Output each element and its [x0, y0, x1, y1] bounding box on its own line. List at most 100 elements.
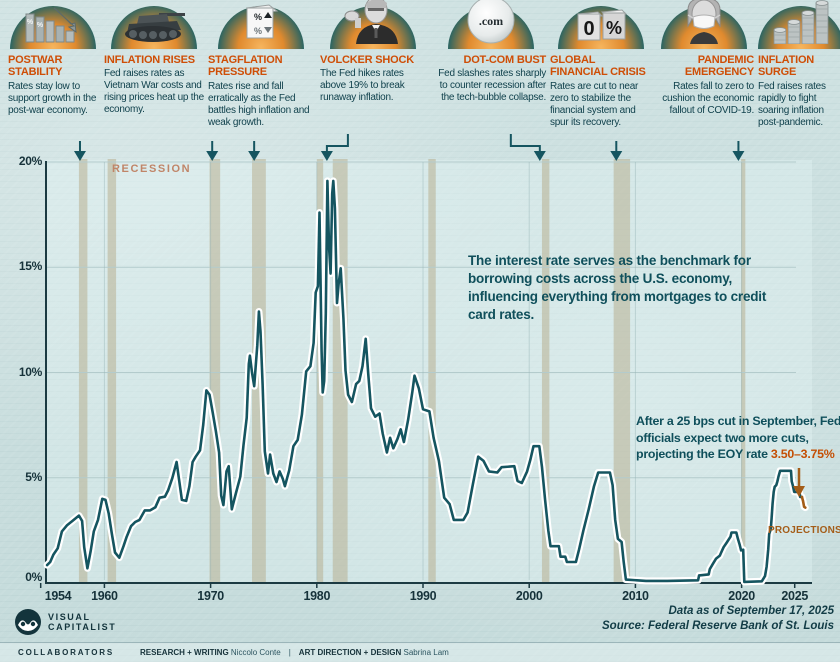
x-tick-label: 1970: [197, 589, 224, 603]
y-tick-label: 20%: [18, 154, 42, 168]
event-arrow-elbow: [509, 134, 541, 151]
card-body: Fed raises rates rapidly to fight soarin…: [758, 80, 826, 128]
projection-annotation: After a 25 bps cut in September, Fed off…: [636, 413, 840, 463]
card-arch: 0 %: [558, 6, 644, 49]
vc-logo-icon: [15, 609, 41, 635]
credit1-name: Niccolo Conte: [230, 648, 281, 657]
logo-line1: VISUAL: [48, 611, 91, 622]
federal_funds_rate-halo: [43, 177, 806, 586]
recession-band: [107, 159, 117, 583]
card-body: Fed raises rates as Vietnam War costs an…: [104, 68, 204, 116]
card-title: INFLATION SURGE: [758, 54, 815, 79]
card-body: Fed slashes rates sharply to counter rec…: [438, 68, 546, 104]
svg-text:%: %: [254, 26, 262, 36]
svg-text:0: 0: [583, 18, 594, 40]
y-tick-label: 10%: [18, 364, 42, 379]
svg-text:%: %: [37, 22, 44, 29]
projection-rate-highlight: 3.50–3.75%: [770, 447, 835, 462]
collaborators-label: COLLABORATORS: [18, 648, 114, 657]
svg-text:.com: .com: [479, 14, 503, 28]
recession-band: [209, 159, 221, 583]
svg-text:%: %: [606, 18, 622, 38]
card-arch: [111, 6, 197, 49]
card-title: DOT-COM BUST: [463, 54, 546, 66]
x-tick-label: 2025: [781, 589, 808, 603]
federal_funds_rate-line: [45, 179, 804, 584]
plot-area: [46, 160, 812, 583]
card-title: PANDEMIC EMERGENCY: [684, 54, 754, 79]
projection-arrow-head: [793, 486, 805, 497]
event-arrow-head: [248, 151, 261, 161]
event-arrow-elbow: [325, 134, 349, 151]
svg-text:%: %: [254, 12, 262, 22]
source-note: Data as of September 17, 2025 Source: Fe…: [602, 604, 834, 634]
y-tick-label: 0%: [25, 570, 42, 584]
x-tick-label: 1954: [44, 589, 72, 603]
card-body: Rates rise and fall erratically as the F…: [208, 80, 310, 128]
svg-text:%: %: [27, 19, 34, 26]
recession-band: [428, 159, 436, 583]
event-arrow-head: [610, 151, 623, 161]
x-tick-label: 1960: [91, 589, 118, 603]
credits-separator: |: [288, 648, 291, 657]
card-inflation-surge: INFLATION SURGE Fed raises rates rapidly…: [758, 0, 840, 129]
card-global-financial-crisis: 0 % GLOBAL FINANCIAL CRISIS Rates are cu…: [550, 6, 652, 129]
data-as-of: Data as of September 17, 2025: [668, 605, 834, 617]
benchmark-annotation: The interest rate serves as the benchmar…: [468, 253, 767, 322]
credit2-role: ART DIRECTION + DESIGN: [298, 648, 402, 657]
declining-percent-bars-icon: % %: [24, 6, 82, 49]
visual-capitalist-logo: VISUAL CAPITALIST: [14, 608, 116, 636]
recession-band: [541, 159, 550, 583]
credit1-role: RESEARCH + WRITING: [140, 648, 229, 657]
zero-percent-blocks-icon: 0 %: [574, 6, 628, 49]
credit2-name: Sabrina Lam: [403, 648, 449, 657]
recession-band: [741, 159, 746, 583]
credits-bar: COLLABORATORS RESEARCH + WRITING Niccolo…: [0, 642, 840, 662]
card-body: The Fed hikes rates above 19% to break r…: [320, 68, 405, 104]
event-arrow-head: [73, 151, 86, 161]
card-arch: .com: [448, 0, 534, 49]
x-tick-label: 2020: [728, 589, 755, 603]
card-title: STAGFLATION PRESSURE: [208, 54, 283, 79]
card-postwar-stability: % % POSTWAR STABILITY Rates stay low to …: [8, 6, 98, 117]
card-pandemic-emergency: PANDEMIC EMERGENCY Rates fall to zero to…: [654, 0, 754, 117]
card-body: Rates fall to zero to cushion the econom…: [662, 80, 754, 116]
card-inflation-rises: INFLATION RISES Fed raises rates as Viet…: [104, 6, 204, 116]
card-dotcom-bust: .com DOT-COM BUST Fed slashes rates shar…: [436, 0, 546, 104]
x-tick-label: 2010: [622, 589, 649, 603]
card-arch: [758, 0, 840, 49]
card-body: Rates are cut to near zero to stabilize …: [550, 80, 639, 128]
percent-cube-icon: % %: [239, 0, 283, 49]
recession-band: [252, 159, 266, 583]
logo-line2: CAPITALIST: [48, 622, 117, 632]
card-title: POSTWAR STABILITY: [8, 54, 63, 79]
x-tick-label: 2000: [515, 589, 543, 603]
data-source: Source: Federal Reserve Bank of St. Loui…: [602, 619, 834, 632]
tank-icon: [121, 4, 187, 49]
projections-label: PROJECTIONS: [768, 525, 840, 536]
event-arrow-head: [533, 151, 546, 161]
dotcom-bubble-icon: .com: [466, 0, 516, 49]
card-volcker-shock: VOLCKER SHOCK The Fed hikes rates above …: [320, 0, 426, 104]
x-tick-label: 1980: [303, 589, 331, 603]
projections-halo: [798, 493, 809, 512]
card-body: Rates stay low to support growth in the …: [8, 80, 97, 116]
recession-label: RECESSION: [112, 163, 192, 175]
franklin-mask-icon: [678, 0, 730, 49]
recession-band: [613, 159, 631, 583]
projections-line: [800, 495, 807, 509]
volcker-portrait-icon: [342, 0, 404, 49]
card-arch: % %: [218, 4, 304, 49]
recession-band: [316, 159, 324, 583]
event-arrow-head: [732, 151, 745, 161]
card-arch: [330, 0, 416, 49]
card-title: GLOBAL FINANCIAL CRISIS: [550, 54, 646, 79]
card-arch: % %: [10, 6, 96, 49]
card-title: VOLCKER SHOCK: [320, 54, 414, 66]
card-stagflation-pressure: % % STAGFLATION PRESSURE Rates rise and …: [208, 4, 314, 129]
coin-stacks-icon: [772, 0, 830, 49]
x-tick-label: 1990: [409, 589, 437, 603]
recession-band: [78, 159, 88, 583]
y-tick-label: 5%: [25, 469, 42, 484]
